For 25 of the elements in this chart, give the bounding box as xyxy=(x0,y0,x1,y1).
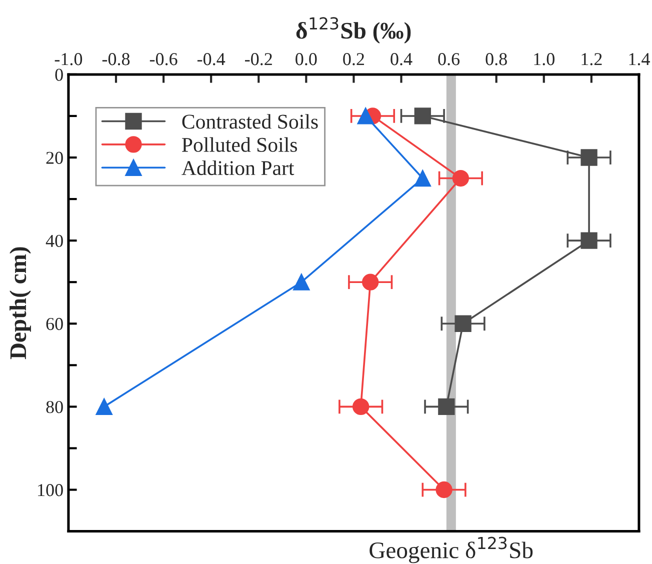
x-tick-label: 0.4 xyxy=(390,53,412,66)
x-tick-label: -0.6 xyxy=(150,53,178,66)
x-tick-label: -0.8 xyxy=(102,53,130,66)
legend-label: Addition Part xyxy=(182,160,294,176)
x-axis-title: δ$^{123}$Sb (‰) xyxy=(296,17,411,44)
y-tick-label: 60 xyxy=(46,318,63,330)
x-tick-label: -0.2 xyxy=(245,53,272,66)
x-tick-label: 1.2 xyxy=(582,53,602,66)
x-tick-label: 1.4 xyxy=(629,53,650,66)
x-tick-label: 0.0 xyxy=(296,53,317,66)
x-tick-label: -0.4 xyxy=(197,53,226,66)
x-tick-label: 1.0 xyxy=(534,53,554,66)
x-tick-label: 0.8 xyxy=(486,53,507,66)
x-tick-label: 0.2 xyxy=(343,53,364,66)
y-tick-label: 0 xyxy=(55,68,63,81)
y-tick-label: 20 xyxy=(46,152,63,164)
legend-label: Contrasted Soils xyxy=(182,114,318,129)
legend-label: Polluted Soils xyxy=(182,137,297,152)
y-axis-title: Depth( cm) xyxy=(10,247,31,360)
x-tick-label: 0.6 xyxy=(438,53,460,66)
x-tick-label: -1.0 xyxy=(54,53,82,66)
y-tick-label: 40 xyxy=(46,234,63,248)
y-tick-label: 80 xyxy=(46,400,63,414)
band-label: Geogenic δ$^{123}$Sb xyxy=(370,536,533,564)
y-tick-label: 100 xyxy=(38,484,63,496)
